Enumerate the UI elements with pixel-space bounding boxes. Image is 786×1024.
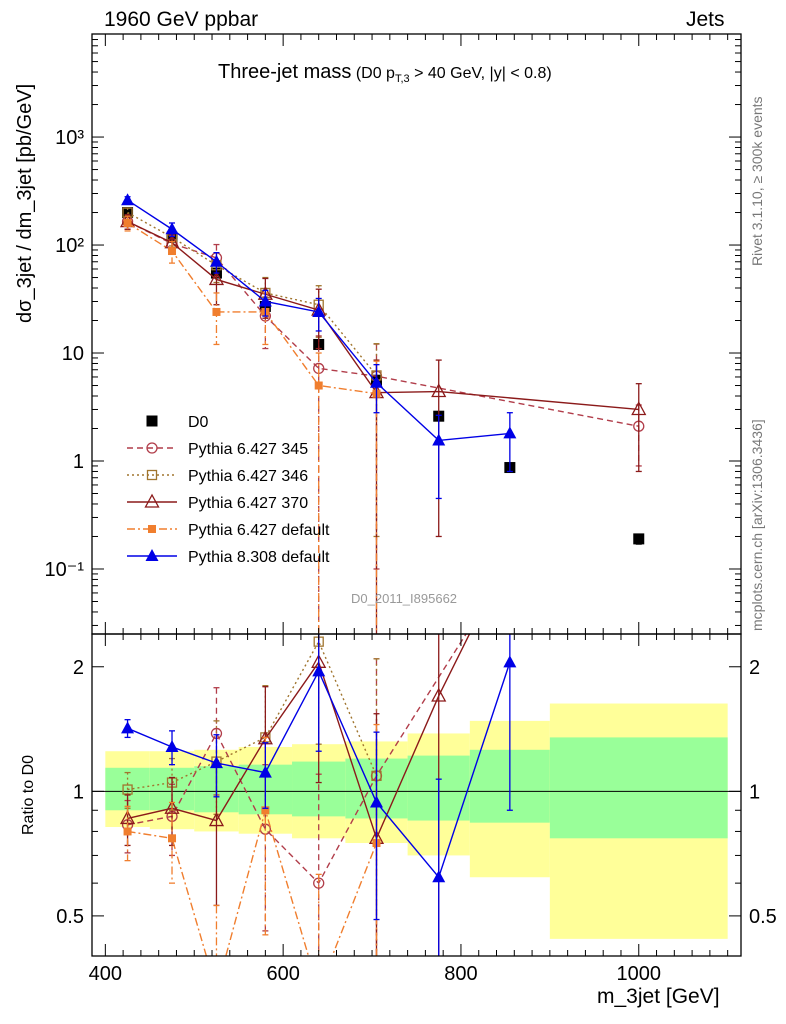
band-inner [549,737,728,839]
series-line [127,220,639,411]
axis-ticks [92,33,741,957]
data-point [312,664,326,677]
ratio-plot-series [119,286,645,995]
y-tick-label-right: 1 [749,781,760,803]
data-point [121,193,135,206]
series-py8def [121,634,517,956]
ratio-uncertainty-bands [105,703,728,939]
data-point [503,655,517,668]
series-line [127,662,511,879]
data-point [631,401,647,416]
x-tick-label: 400 [89,963,122,985]
series-line [127,807,378,956]
data-point [261,806,270,815]
data-point [431,687,447,702]
data-point [369,795,383,808]
legend: D0 Pythia 6.427 345 Pythia 6.427 346 Pythia… [127,414,330,566]
data-point [503,426,517,439]
y-tick-label-right: 0.5 [749,906,777,928]
x-axis-label: m_3jet [GeV] [597,985,720,1008]
main-plot-series [119,193,647,634]
legend-marker [148,525,156,533]
chart-subtitle: (D0 pT,3 > 40 GeV, |y| < 0.8) [355,65,552,86]
data-point [168,834,177,843]
data-point [165,222,179,235]
y-tick-label: 10³ [55,127,84,149]
data-point [432,433,446,446]
axis-tick-labels: 10⁻¹ 1 10 10² 10³ 0.5 0.5 1 1 2 2 400 600 800 1000 [45,127,777,985]
series-line [127,199,510,442]
data-point [633,533,645,545]
legend-label: D0 [188,414,209,431]
data-point [164,799,180,814]
data-point [258,765,272,778]
data-point [312,304,326,317]
data-point [314,381,323,390]
series-data [122,207,645,545]
chart-title: Three-jet mass (D0 pT,3 > 40 GeV, |y| < … [218,61,552,85]
header-energy: 1960 GeV ppbar [104,8,259,31]
data-point [208,812,225,827]
series-py8def [121,193,517,500]
legend-marker [145,549,159,561]
x-tick-label: 800 [444,963,477,985]
rivet-info: Rivet 3.1.10, ≥ 300k events [749,96,765,266]
y-tick-label: 10² [55,235,84,257]
y-tick-label-right: 2 [749,657,760,679]
data-point [165,739,179,752]
legend-marker [146,415,158,427]
data-point [123,827,132,836]
data-point [258,294,272,307]
series-line [127,640,378,791]
y-axis-label-main: dσ_3jet / dm_3jet [pb/GeV] [14,83,36,323]
data-point [632,286,645,298]
data-point [369,375,383,388]
data-point [209,254,223,267]
legend-label: Pythia 6.427 345 [188,441,308,458]
series-line [127,634,471,841]
legend-marker [146,442,158,454]
watermark: D0_2011_I895662 [351,591,458,606]
data-point [634,355,644,365]
y-tick-label: 1 [73,451,84,473]
legend-label: Pythia 6.427 default [188,522,330,539]
series-line [127,222,377,395]
data-point [212,987,220,995]
data-point [431,383,447,398]
mcplots-info: mcplots.cern.ch [arXiv:1306.3436] [749,419,765,631]
y-tick-label: 10⁻¹ [45,559,85,581]
legend-label: Pythia 8.308 default [188,549,330,566]
ratio-plot-frame [91,633,742,957]
y-tick-label: 0.5 [56,906,84,928]
plot-frames [91,33,742,957]
legend-marker [146,469,158,481]
legend-marker [144,493,160,508]
data-point [208,271,225,286]
data-point [209,756,223,769]
series-line [127,211,378,376]
legend-label: Pythia 6.427 370 [188,495,308,512]
x-tick-label: 600 [266,963,299,985]
data-point [123,218,132,227]
y-tick-label: 10 [62,343,84,365]
data-point [432,870,446,883]
legend-label: Pythia 6.427 346 [188,468,308,485]
data-point [168,247,177,256]
data-point [315,987,323,995]
y-tick-label: 1 [73,781,84,803]
data-point [212,307,221,316]
data-point [122,784,133,795]
y-tick-label: 2 [73,657,84,679]
y-axis-label-ratio: Ratio to D0 [20,754,37,835]
data-point [121,721,135,734]
header-group: Jets [686,8,725,31]
chart-title-main: Three-jet mass [218,61,352,83]
x-tick-label: 1000 [617,963,662,985]
